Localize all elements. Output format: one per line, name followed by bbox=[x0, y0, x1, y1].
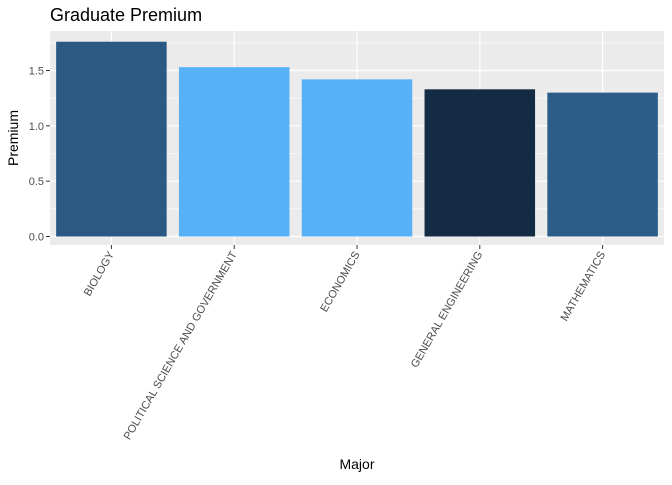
bar-mathematics bbox=[547, 92, 658, 237]
bar-general-engineering bbox=[424, 89, 536, 237]
x-tick-label: ECONOMICS bbox=[318, 250, 362, 315]
x-axis-title: Major bbox=[339, 456, 374, 472]
x-tick-label: MATHEMATICS bbox=[559, 250, 609, 324]
y-axis-ticks: 0.0 0.5 1.0 1.5 bbox=[29, 66, 50, 244]
bar-biology bbox=[56, 41, 167, 237]
bars bbox=[56, 41, 658, 237]
bar-political-science-and-government bbox=[178, 67, 290, 237]
bar-economics bbox=[301, 79, 413, 237]
x-tick-label: GENERAL ENGINEERING bbox=[409, 250, 486, 371]
y-tick-label: 0.5 bbox=[29, 176, 44, 188]
x-tick-label: BIOLOGY bbox=[82, 249, 117, 298]
y-tick-label: 1.0 bbox=[29, 121, 44, 133]
x-axis-ticks: BIOLOGY POLITICAL SCIENCE AND GOVERNMENT E… bbox=[82, 245, 608, 442]
y-tick-label: 0.0 bbox=[29, 232, 44, 244]
y-axis-title: Premium bbox=[5, 110, 21, 166]
y-tick-label: 1.5 bbox=[29, 66, 44, 78]
x-tick-label: POLITICAL SCIENCE AND GOVERNMENT bbox=[122, 249, 240, 442]
chart-title: Graduate Premium bbox=[50, 5, 202, 25]
